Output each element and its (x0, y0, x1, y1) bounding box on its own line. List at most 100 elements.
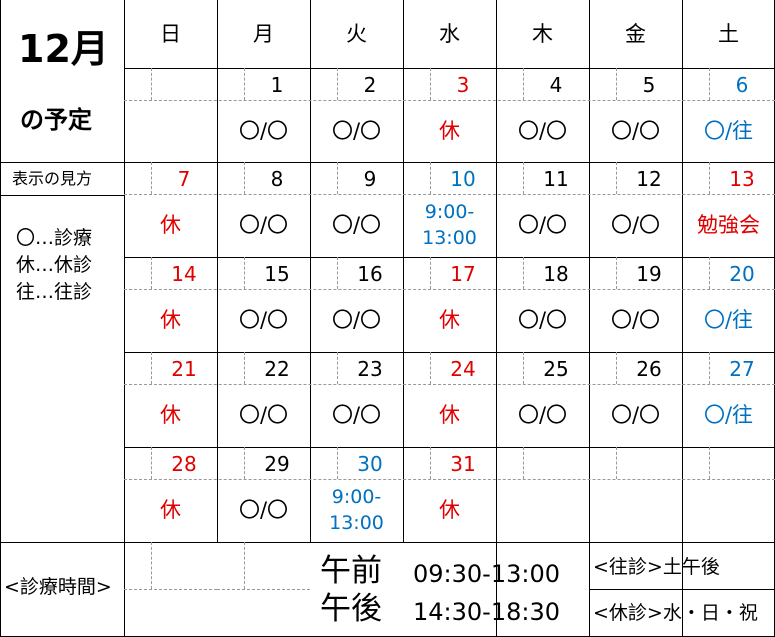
date: 10 (450, 167, 476, 191)
row-line (0, 195, 124, 196)
status: 〇/〇 (517, 403, 568, 427)
col-line (403, 0, 404, 542)
sub-line (616, 162, 617, 194)
sub-line (709, 162, 710, 194)
status: 〇/〇 (331, 213, 382, 237)
sub-line (616, 68, 617, 100)
date: 28 (171, 452, 197, 476)
status: 勉強会 (697, 213, 760, 237)
date: 21 (171, 357, 197, 381)
hours-note: <往診>土午後 (593, 556, 720, 578)
legend-item: 休…休診 (16, 254, 93, 276)
sub-line (337, 68, 338, 100)
date: 8 (270, 167, 284, 191)
date: 7 (177, 167, 191, 191)
col-line (217, 0, 218, 542)
date: 5 (642, 73, 656, 97)
date: 26 (636, 357, 662, 381)
status: 〇/〇 (238, 213, 289, 237)
date: 22 (264, 357, 290, 381)
col-line (124, 0, 125, 637)
weekday: 日 (160, 22, 181, 46)
status: 休 (439, 498, 460, 522)
col-line (589, 0, 590, 637)
status: 〇/〇 (610, 118, 661, 143)
hours-label: 午後 (320, 591, 382, 627)
date: 2 (363, 73, 377, 97)
sub-line (244, 352, 245, 384)
sub-line (124, 100, 775, 101)
date: 3 (456, 73, 470, 97)
weekday: 土 (718, 22, 739, 46)
date: 16 (357, 262, 383, 286)
sub-line (709, 257, 710, 289)
status: 〇/〇 (331, 403, 382, 427)
sub-line (430, 352, 431, 384)
sub-line (151, 162, 152, 194)
weekday: 火 (346, 22, 367, 46)
status: 〇/〇 (610, 308, 661, 332)
date: 12 (636, 167, 662, 191)
hours-label: 午前 (320, 553, 382, 589)
row-line (0, 542, 124, 543)
sub-line (337, 352, 338, 384)
status: 〇/〇 (517, 213, 568, 237)
subtitle: の予定 (20, 106, 92, 134)
sub-line (430, 162, 431, 194)
date: 27 (729, 357, 755, 381)
status: 休 (439, 308, 460, 332)
sub-line (151, 257, 152, 289)
col-line (682, 0, 683, 637)
hours-time: 09:30-13:00 (413, 560, 560, 588)
status: 〇/〇 (331, 308, 382, 332)
status: 休 (439, 118, 460, 143)
sub-line (523, 352, 524, 384)
row-line (124, 257, 775, 258)
sub-line (616, 257, 617, 289)
date: 4 (549, 73, 563, 97)
date: 29 (264, 452, 290, 476)
sub-line (244, 162, 245, 194)
row-line (124, 542, 775, 543)
status: 〇/〇 (238, 308, 289, 332)
date: 1 (270, 73, 284, 97)
sub-line (337, 447, 338, 479)
title: 12月 (18, 27, 109, 71)
sub-line (124, 589, 217, 590)
weekday: 水 (439, 22, 460, 46)
status: 休 (160, 213, 181, 237)
status: 〇/往 (703, 308, 754, 332)
hours-note: <休診>水・日・祝 (593, 602, 758, 624)
date: 18 (543, 262, 569, 286)
status: 〇/往 (703, 403, 754, 427)
row-line (124, 447, 775, 448)
status: 13:00 (422, 227, 477, 249)
status: 休 (160, 308, 181, 332)
row-line (589, 589, 775, 590)
weekday: 木 (532, 22, 553, 46)
sub-line (337, 257, 338, 289)
sub-line (616, 352, 617, 384)
date: 14 (171, 262, 197, 286)
weekday: 金 (625, 22, 646, 46)
sub-line (244, 542, 245, 589)
sub-line (523, 162, 524, 194)
status: 13:00 (329, 512, 384, 534)
status: 休 (160, 498, 181, 522)
sub-line (430, 257, 431, 289)
status: 〇/〇 (238, 118, 289, 143)
sub-line (151, 447, 152, 479)
legend-item: 〇…診療 (16, 227, 93, 249)
sub-line (124, 194, 775, 195)
date: 24 (450, 357, 476, 381)
row-line (124, 68, 775, 69)
sub-line (124, 479, 775, 480)
sub-line (709, 447, 710, 479)
date: 15 (264, 262, 290, 286)
status: 〇/〇 (517, 308, 568, 332)
sub-line (244, 447, 245, 479)
sub-line (337, 162, 338, 194)
sub-line (430, 447, 431, 479)
sub-line (217, 589, 310, 590)
status: 〇/〇 (517, 118, 568, 143)
